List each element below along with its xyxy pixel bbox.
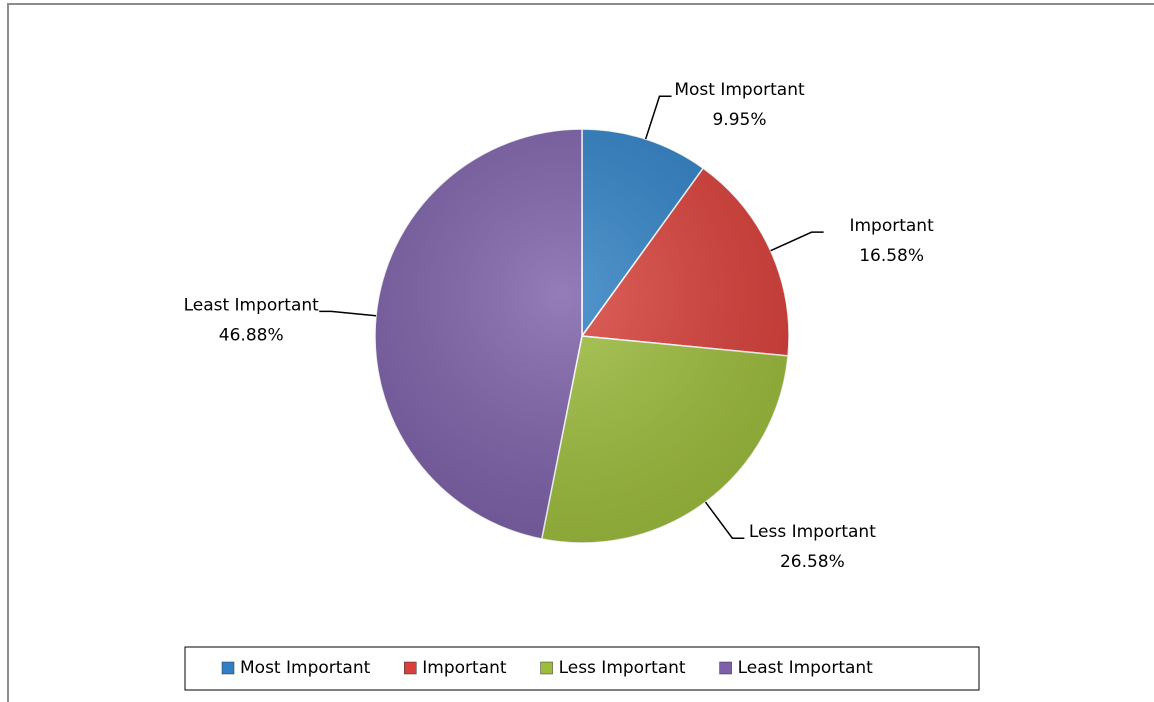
data-label-value: 9.95%: [712, 110, 766, 130]
data-label-value: 46.88%: [219, 325, 284, 345]
leader-line: [644, 95, 672, 140]
legend-label: Most Important: [240, 658, 371, 678]
legend-swatch: [404, 661, 417, 675]
pie-slice: [540, 335, 789, 544]
pie-slice: [374, 128, 583, 540]
data-label-name: Less Important: [749, 522, 876, 542]
data-label-name: Most Important: [674, 80, 805, 100]
legend-swatch: [540, 661, 553, 675]
leader-line: [704, 501, 745, 539]
frame: [7, 3, 1154, 702]
data-label-value: 16.58%: [859, 246, 924, 266]
legend-swatch: [719, 661, 732, 675]
data-label-name: Least Important: [184, 295, 320, 315]
legend-label: Least Important: [738, 658, 874, 678]
data-label-value: 26.58%: [780, 552, 845, 572]
data-label-name: Important: [849, 216, 934, 236]
legend-label: Important: [422, 658, 507, 678]
leader-line: [770, 231, 824, 252]
legend-swatch: [221, 661, 235, 675]
legend-label: Less Important: [559, 658, 686, 678]
legend-box: [184, 646, 980, 691]
leader-line: [319, 310, 377, 317]
